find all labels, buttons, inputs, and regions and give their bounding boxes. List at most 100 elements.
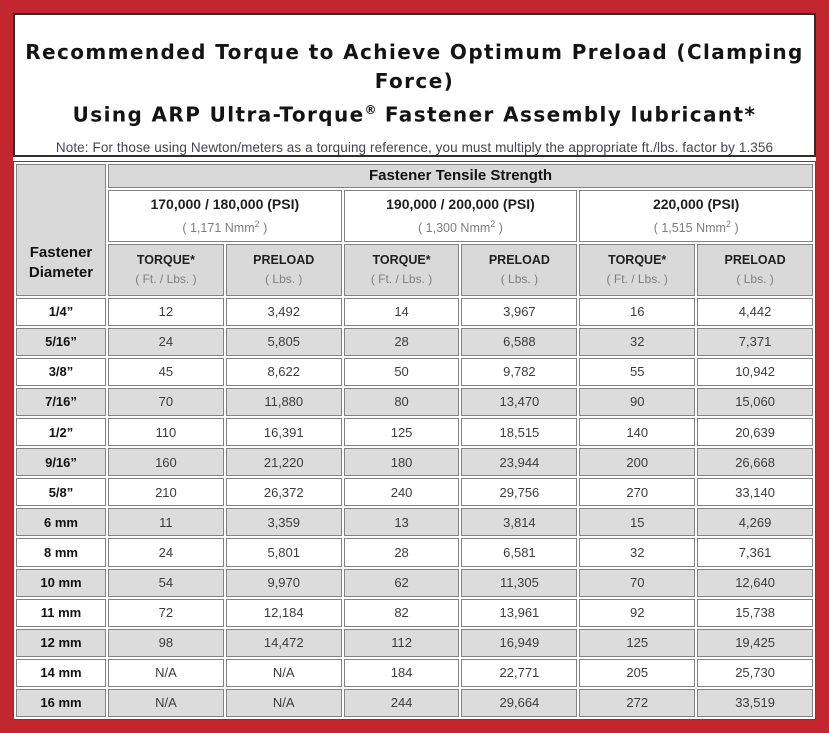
torque-value-cell: 270 — [579, 478, 696, 507]
title-line-2-end: Fastener Assembly lubricant* — [376, 102, 757, 127]
preload-value-cell: 5,805 — [225, 327, 342, 356]
psi-group-220: 220,000 (PSI) ( 1,515 Nmm2 ) — [579, 189, 813, 242]
preload-value-cell: 3,492 — [225, 297, 342, 326]
torque-table-wrapper: Fastener Diameter Fastener Tensile Stren… — [13, 160, 816, 720]
row-diameter-cell: 1/2” — [16, 418, 106, 447]
row-diameter-cell: 16 mm — [16, 688, 106, 717]
torque-value-cell: 140 — [579, 418, 696, 447]
diameter-header-line1: Fastener — [29, 243, 93, 261]
torque-value-cell: 200 — [579, 448, 696, 477]
torque-value-cell: 32 — [579, 327, 696, 356]
preload-value-cell: N/A — [225, 688, 342, 717]
psi-group-170-180: 170,000 / 180,000 (PSI) ( 1,171 Nmm2 ) — [108, 189, 342, 242]
preload-value-cell: 26,668 — [697, 448, 813, 477]
torque-column-header: TORQUE* ( Ft. / Lbs. ) — [579, 243, 696, 296]
row-diameter-cell: 5/16” — [16, 327, 106, 356]
torque-value-cell: 272 — [579, 688, 696, 717]
preload-value-cell: 13,470 — [461, 387, 578, 417]
preload-value-cell: 19,425 — [697, 628, 813, 657]
torque-value-cell: 184 — [343, 658, 460, 687]
torque-value-cell: 110 — [108, 418, 224, 447]
table-row: 5/16” 24 5,805 28 6,588 32 7,371 — [16, 327, 813, 356]
torque-value-cell: 98 — [108, 628, 224, 657]
preload-value-cell: 8,622 — [225, 357, 342, 386]
torque-value-cell: 12 — [108, 297, 224, 326]
torque-value-cell: 112 — [343, 628, 460, 657]
torque-value-cell: 70 — [579, 568, 696, 597]
torque-value-cell: 15 — [579, 508, 696, 537]
title-line-1: Recommended Torque to Achieve Optimum Pr… — [25, 40, 804, 93]
row-diameter-cell: 10 mm — [16, 568, 106, 597]
table-row: 14 mm N/A N/A 184 22,771 205 25,730 — [16, 658, 813, 687]
preload-value-cell: 33,519 — [697, 688, 813, 717]
fastener-diameter-header: Fastener Diameter — [16, 163, 106, 296]
preload-value-cell: 22,771 — [461, 658, 578, 687]
psi-label: 190,000 / 200,000 (PSI) — [386, 196, 535, 213]
title-box: Recommended Torque to Achieve Optimum Pr… — [13, 13, 816, 157]
preload-value-cell: 5,801 — [225, 538, 342, 567]
table-row: 16 mm N/A N/A 244 29,664 272 33,519 — [16, 688, 813, 717]
preload-value-cell: 20,639 — [697, 418, 813, 447]
torque-value-cell: 72 — [108, 598, 224, 627]
table-row: 5/8” 210 26,372 240 29,756 270 33,140 — [16, 478, 813, 507]
torque-value-cell: 11 — [108, 508, 224, 537]
torque-value-cell: 244 — [343, 688, 460, 717]
preload-value-cell: 7,361 — [697, 538, 813, 567]
preload-value-cell: 7,371 — [697, 327, 813, 356]
header-row-columns: TORQUE* ( Ft. / Lbs. ) PRELOAD ( Lbs. ) … — [16, 243, 813, 296]
title-line-2: Using ARP Ultra-Torque — [72, 102, 365, 127]
row-diameter-cell: 1/4” — [16, 297, 106, 326]
torque-column-header: TORQUE* ( Ft. / Lbs. ) — [108, 243, 224, 296]
table-row: 9/16” 160 21,220 180 23,944 200 26,668 — [16, 448, 813, 477]
table-row: 12 mm 98 14,472 112 16,949 125 19,425 — [16, 628, 813, 657]
table-row: 7/16” 70 11,880 80 13,470 90 15,060 — [16, 387, 813, 417]
table-header: Fastener Diameter Fastener Tensile Stren… — [16, 163, 813, 296]
preload-value-cell: 13,961 — [461, 598, 578, 627]
torque-value-cell: 24 — [108, 538, 224, 567]
torque-value-cell: 45 — [108, 357, 224, 386]
table-row: 11 mm 72 12,184 82 13,961 92 15,738 — [16, 598, 813, 627]
preload-value-cell: 23,944 — [461, 448, 578, 477]
psi-label: 170,000 / 180,000 (PSI) — [150, 196, 300, 213]
row-diameter-cell: 3/8” — [16, 357, 106, 386]
torque-value-cell: 160 — [108, 448, 224, 477]
row-diameter-cell: 9/16” — [16, 448, 106, 477]
row-diameter-cell: 12 mm — [16, 628, 106, 657]
preload-value-cell: 4,442 — [697, 297, 813, 326]
torque-value-cell: 14 — [343, 297, 460, 326]
torque-value-cell: 80 — [343, 387, 460, 417]
torque-value-cell: 70 — [108, 387, 224, 417]
preload-column-header: PRELOAD ( Lbs. ) — [697, 243, 813, 296]
row-diameter-cell: 7/16” — [16, 387, 106, 417]
preload-value-cell: 3,359 — [225, 508, 342, 537]
torque-value-cell: N/A — [108, 688, 224, 717]
psi-label: 220,000 (PSI) — [652, 196, 740, 213]
preload-value-cell: 4,269 — [697, 508, 813, 537]
preload-value-cell: 29,664 — [461, 688, 578, 717]
preload-value-cell: 3,967 — [461, 297, 578, 326]
preload-value-cell: 11,880 — [225, 387, 342, 417]
torque-value-cell: 125 — [579, 628, 696, 657]
torque-value-cell: N/A — [108, 658, 224, 687]
torque-value-cell: 28 — [343, 327, 460, 356]
preload-value-cell: 16,949 — [461, 628, 578, 657]
table-row: 6 mm 11 3,359 13 3,814 15 4,269 — [16, 508, 813, 537]
torque-value-cell: 180 — [343, 448, 460, 477]
torque-value-cell: 28 — [343, 538, 460, 567]
preload-value-cell: 11,305 — [461, 568, 578, 597]
torque-value-cell: 210 — [108, 478, 224, 507]
diameter-header-line2: Diameter — [28, 263, 94, 281]
note-text: Note: For those using Newton/meters as a… — [55, 139, 774, 155]
preload-value-cell: 15,060 — [697, 387, 813, 417]
torque-value-cell: 90 — [579, 387, 696, 417]
psi-group-190-200: 190,000 / 200,000 (PSI) ( 1,300 Nmm2 ) — [343, 189, 578, 242]
torque-value-cell: 32 — [579, 538, 696, 567]
preload-value-cell: 9,970 — [225, 568, 342, 597]
preload-value-cell: 18,515 — [461, 418, 578, 447]
tensile-strength-header: Fastener Tensile Strength — [108, 163, 813, 188]
header-row-tensile: Fastener Diameter Fastener Tensile Stren… — [16, 163, 813, 296]
torque-value-cell: 82 — [343, 598, 460, 627]
table-body: 1/4” 12 3,492 14 3,967 16 4,442 5/16” 24 5,805 28 6… — [16, 297, 813, 717]
row-diameter-cell: 5/8” — [16, 478, 106, 507]
